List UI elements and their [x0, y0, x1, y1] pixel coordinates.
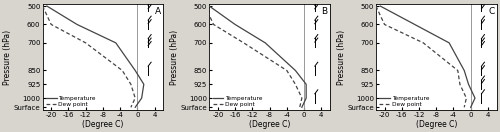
X-axis label: (Degree C): (Degree C) — [249, 120, 290, 129]
Text: C: C — [488, 7, 494, 16]
X-axis label: (Degree C): (Degree C) — [82, 120, 124, 129]
Text: A: A — [155, 7, 161, 16]
Legend: Temperature, Dew point: Temperature, Dew point — [212, 95, 263, 107]
Y-axis label: Pressure (hPa): Pressure (hPa) — [337, 30, 346, 85]
Legend: Temperature, Dew point: Temperature, Dew point — [379, 95, 430, 107]
Y-axis label: Pressure (hPa): Pressure (hPa) — [4, 30, 13, 85]
Y-axis label: Pressure (hPa): Pressure (hPa) — [170, 30, 179, 85]
Legend: Temperature, Dew point: Temperature, Dew point — [46, 95, 96, 107]
Text: B: B — [322, 7, 328, 16]
X-axis label: (Degree C): (Degree C) — [416, 120, 457, 129]
